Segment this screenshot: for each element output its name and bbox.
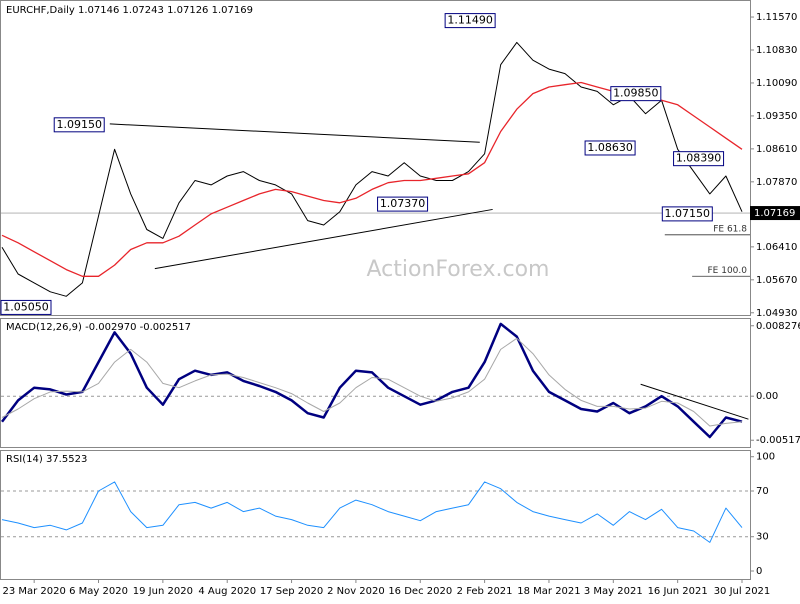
x-tick-label: 19 Jun 2020: [133, 586, 193, 597]
price-annotation: 1.08630: [587, 141, 633, 154]
price-annotation-box: [377, 196, 429, 212]
price-panel: [0, 0, 751, 316]
rsi-panel: [0, 450, 751, 580]
current-price-label: 1.07169: [754, 208, 795, 219]
price-annotation-box: [610, 86, 662, 102]
y-tick-label: 1.09350: [756, 111, 797, 122]
x-tick-label: 17 Sep 2020: [260, 586, 323, 597]
price-annotation: 1.09850: [613, 87, 659, 100]
y-tick-label: 1.10830: [756, 45, 797, 56]
macd-title: MACD(12,26,9) -0.002970 -0.002517: [6, 322, 191, 333]
current-price-box: [750, 206, 800, 221]
macd-panel: [0, 318, 751, 448]
trendline: [640, 383, 749, 420]
y-tick-label: 70: [756, 486, 769, 497]
x-tick-label: 6 May 2020: [69, 586, 128, 597]
x-tick-label: 16 Jun 2021: [648, 586, 708, 597]
watermark: ActionForex.com: [367, 257, 550, 282]
price-annotation-box: [584, 140, 636, 156]
price-annotation: 1.05050: [3, 300, 49, 313]
price-annotation: 1.07370: [380, 197, 426, 210]
price-annotation-box: [444, 13, 496, 29]
header: EURCHF,Daily 1.07146 1.07243 1.07126 1.0…: [6, 5, 253, 16]
x-tick-label: 30 Jul 2021: [714, 586, 771, 597]
y-tick-label: 100: [756, 452, 775, 463]
price-annotation-box: [661, 206, 713, 222]
y-tick-label: 0.008276: [756, 321, 800, 332]
fe-level-label: FE 61.8: [713, 224, 747, 234]
trendline: [154, 208, 493, 270]
y-tick-label: 0.00: [756, 391, 778, 402]
price-annotation-box: [53, 117, 105, 133]
x-tick-label: 2 Nov 2020: [327, 586, 385, 597]
x-tick-label: 2 Feb 2021: [457, 586, 513, 597]
series-line: [1, 41, 743, 297]
price-annotation: 1.11490: [447, 14, 493, 27]
y-tick-label: 1.08610: [756, 144, 797, 155]
series-line: [1, 481, 743, 543]
x-tick-label: 4 Aug 2020: [198, 586, 256, 597]
y-tick-label: 1.06410: [756, 242, 797, 253]
y-tick-label: 1.07870: [756, 177, 797, 188]
y-tick-label: 1.10090: [756, 78, 797, 89]
price-annotation-box: [0, 299, 52, 315]
y-tick-label: 1.04930: [756, 308, 797, 319]
y-tick-label: 1.05670: [756, 275, 797, 286]
y-tick-label: -0.005174: [756, 435, 800, 446]
y-tick-label: 1.11570: [756, 12, 797, 23]
x-tick-label: 18 Mar 2021: [517, 586, 580, 597]
x-tick-label: 23 Mar 2020: [2, 586, 65, 597]
x-tick-label: 3 May 2021: [584, 586, 643, 597]
price-annotation-box: [673, 151, 725, 167]
series-line: [1, 322, 743, 439]
y-tick-label: 30: [756, 532, 769, 543]
price-annotation: 1.08390: [676, 152, 722, 165]
trendline: [109, 123, 480, 143]
x-tick-label: 16 Dec 2020: [388, 586, 452, 597]
price-annotation: 1.09150: [56, 118, 102, 131]
rsi-title: RSI(14) 37.5523: [6, 454, 87, 465]
series-line: [1, 337, 743, 427]
fe-level-label: FE 100.0: [708, 266, 748, 276]
y-tick-label: 0: [756, 566, 762, 577]
price-annotation: 1.07150: [665, 207, 711, 220]
